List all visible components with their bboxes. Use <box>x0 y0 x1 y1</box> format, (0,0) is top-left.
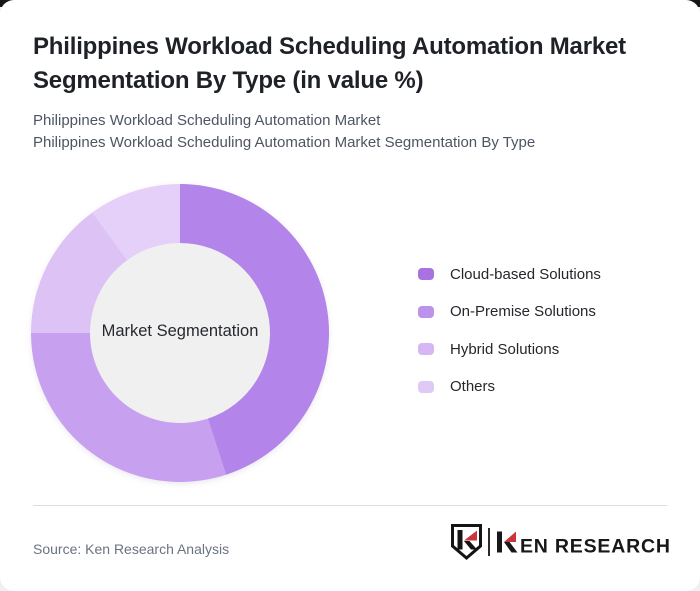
legend-swatch-icon <box>418 305 434 318</box>
legend-swatch-icon <box>418 380 434 393</box>
logo-wordmark-text: EN RESEARCH <box>520 536 669 558</box>
legend-label: On-Premise Solutions <box>450 303 596 320</box>
legend-label: Cloud-based Solutions <box>450 265 601 283</box>
chart-title-line1: Philippines Workload Scheduling Automati… <box>33 33 626 60</box>
donut-svg <box>31 184 330 483</box>
donut-slice-cloud-based-solutions[interactable] <box>180 184 330 475</box>
logo-separator-bar <box>488 528 490 556</box>
legend-label: Hybrid Solutions <box>450 340 560 358</box>
chart-subtitle: Philippines Workload Scheduling Automati… <box>33 110 673 153</box>
legend-label: Others <box>450 378 496 395</box>
logo-k-leg <box>504 542 518 553</box>
footer-divider <box>33 505 667 506</box>
legend-item-hybrid-solutions[interactable]: Hybrid Solutions <box>418 337 601 361</box>
chart-title: Philippines Workload Scheduling Automati… <box>33 30 683 98</box>
ken-research-logo: EN RESEARCH <box>449 523 670 561</box>
chart-subtitle-line1: Philippines Workload Scheduling Automati… <box>33 112 381 129</box>
source-text: Source: Ken Research Analysis <box>33 541 230 557</box>
legend-item-on-premise-solutions[interactable]: On-Premise Solutions <box>418 300 601 324</box>
donut-hole <box>90 243 270 423</box>
legend-swatch-icon <box>418 268 434 280</box>
donut-slice-hybrid-solutions[interactable] <box>31 212 128 333</box>
logo-badge-red-triangle-icon <box>464 530 477 541</box>
ken-research-logo-svg: EN RESEARCH <box>451 524 670 560</box>
chart-legend: Cloud-based Solutions On-Premise Solutio… <box>418 262 601 412</box>
chart-subtitle-line2: Philippines Workload Scheduling Automati… <box>33 133 536 151</box>
legend-item-cloud-based-solutions[interactable]: Cloud-based Solutions <box>418 262 601 286</box>
logo-k-stem <box>497 531 502 553</box>
legend-swatch-icon <box>418 343 434 355</box>
donut-slice-others[interactable] <box>92 184 180 261</box>
logo-badge-k-stem <box>457 530 463 550</box>
logo-badge-k-leg <box>464 541 477 550</box>
chart-title-line2: Segmentation By Type (in value %) <box>33 67 424 94</box>
donut-chart <box>30 183 330 483</box>
legend-item-others[interactable]: Others <box>418 375 601 399</box>
logo-k-red-triangle-icon <box>504 531 516 542</box>
donut-slice-on-premise-solutions[interactable] <box>31 333 227 483</box>
